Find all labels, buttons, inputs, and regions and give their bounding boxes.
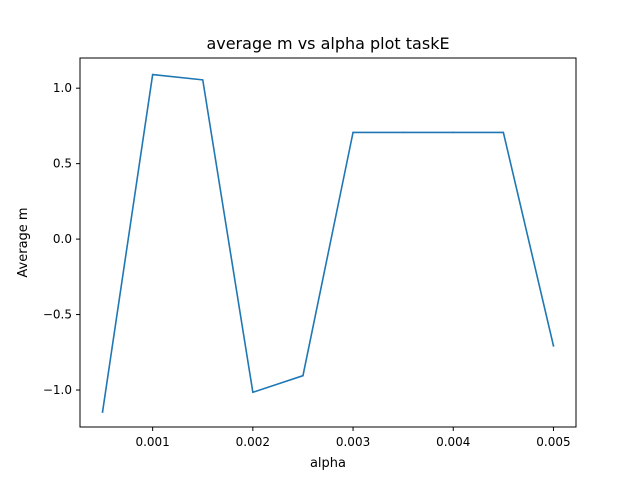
y-tick-label: −0.5 (43, 308, 72, 322)
data-point (552, 345, 555, 347)
data-point (402, 131, 404, 134)
y-tick-label: −1.0 (43, 383, 72, 397)
series-line (101, 73, 555, 413)
chart-title: average m vs alpha plot taskE (206, 34, 449, 53)
data-point (302, 374, 304, 377)
y-axis-label: Average m (16, 207, 31, 277)
plot-area (80, 58, 576, 427)
data-point (352, 131, 354, 134)
x-axis-label: alpha (310, 456, 346, 471)
x-tick-label: 0.002 (236, 435, 270, 449)
y-axis-ticks: −1.0 −0.5 0.0 0.5 1.0 (43, 81, 80, 397)
data-point (101, 411, 104, 413)
data-point (252, 391, 254, 394)
x-tick-label: 0.004 (436, 435, 470, 449)
x-tick-label: 0.003 (336, 435, 370, 449)
y-tick-label: 1.0 (53, 81, 72, 95)
data-point (452, 131, 455, 134)
data-point (201, 79, 204, 81)
data-point (502, 131, 505, 134)
series-layer (101, 73, 555, 413)
x-tick-label: 0.001 (135, 435, 169, 449)
y-tick-label: 0.5 (53, 157, 72, 171)
y-tick-label: 0.0 (53, 232, 72, 246)
x-tick-label: 0.005 (536, 435, 570, 449)
data-point (151, 73, 154, 76)
x-axis-ticks: 0.001 0.002 0.003 0.004 0.005 (135, 427, 571, 449)
plot-frame (79, 57, 577, 428)
